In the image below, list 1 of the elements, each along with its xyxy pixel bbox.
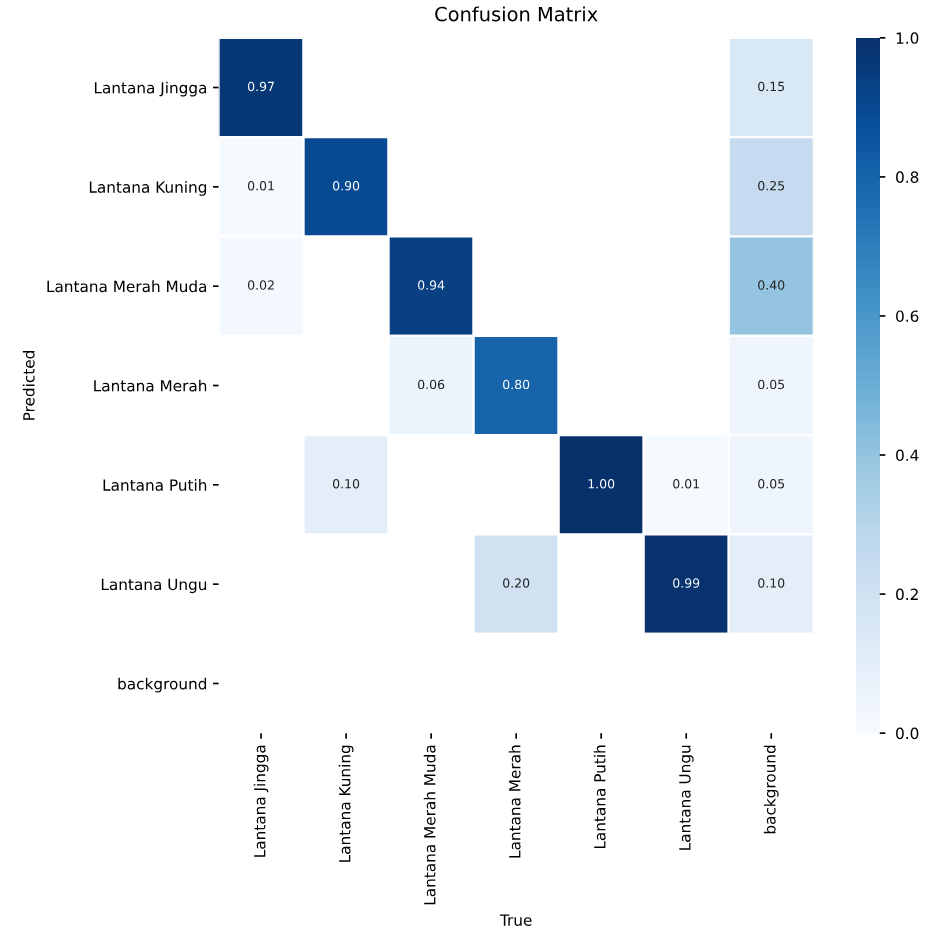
- chart-title: Confusion Matrix: [435, 6, 598, 22]
